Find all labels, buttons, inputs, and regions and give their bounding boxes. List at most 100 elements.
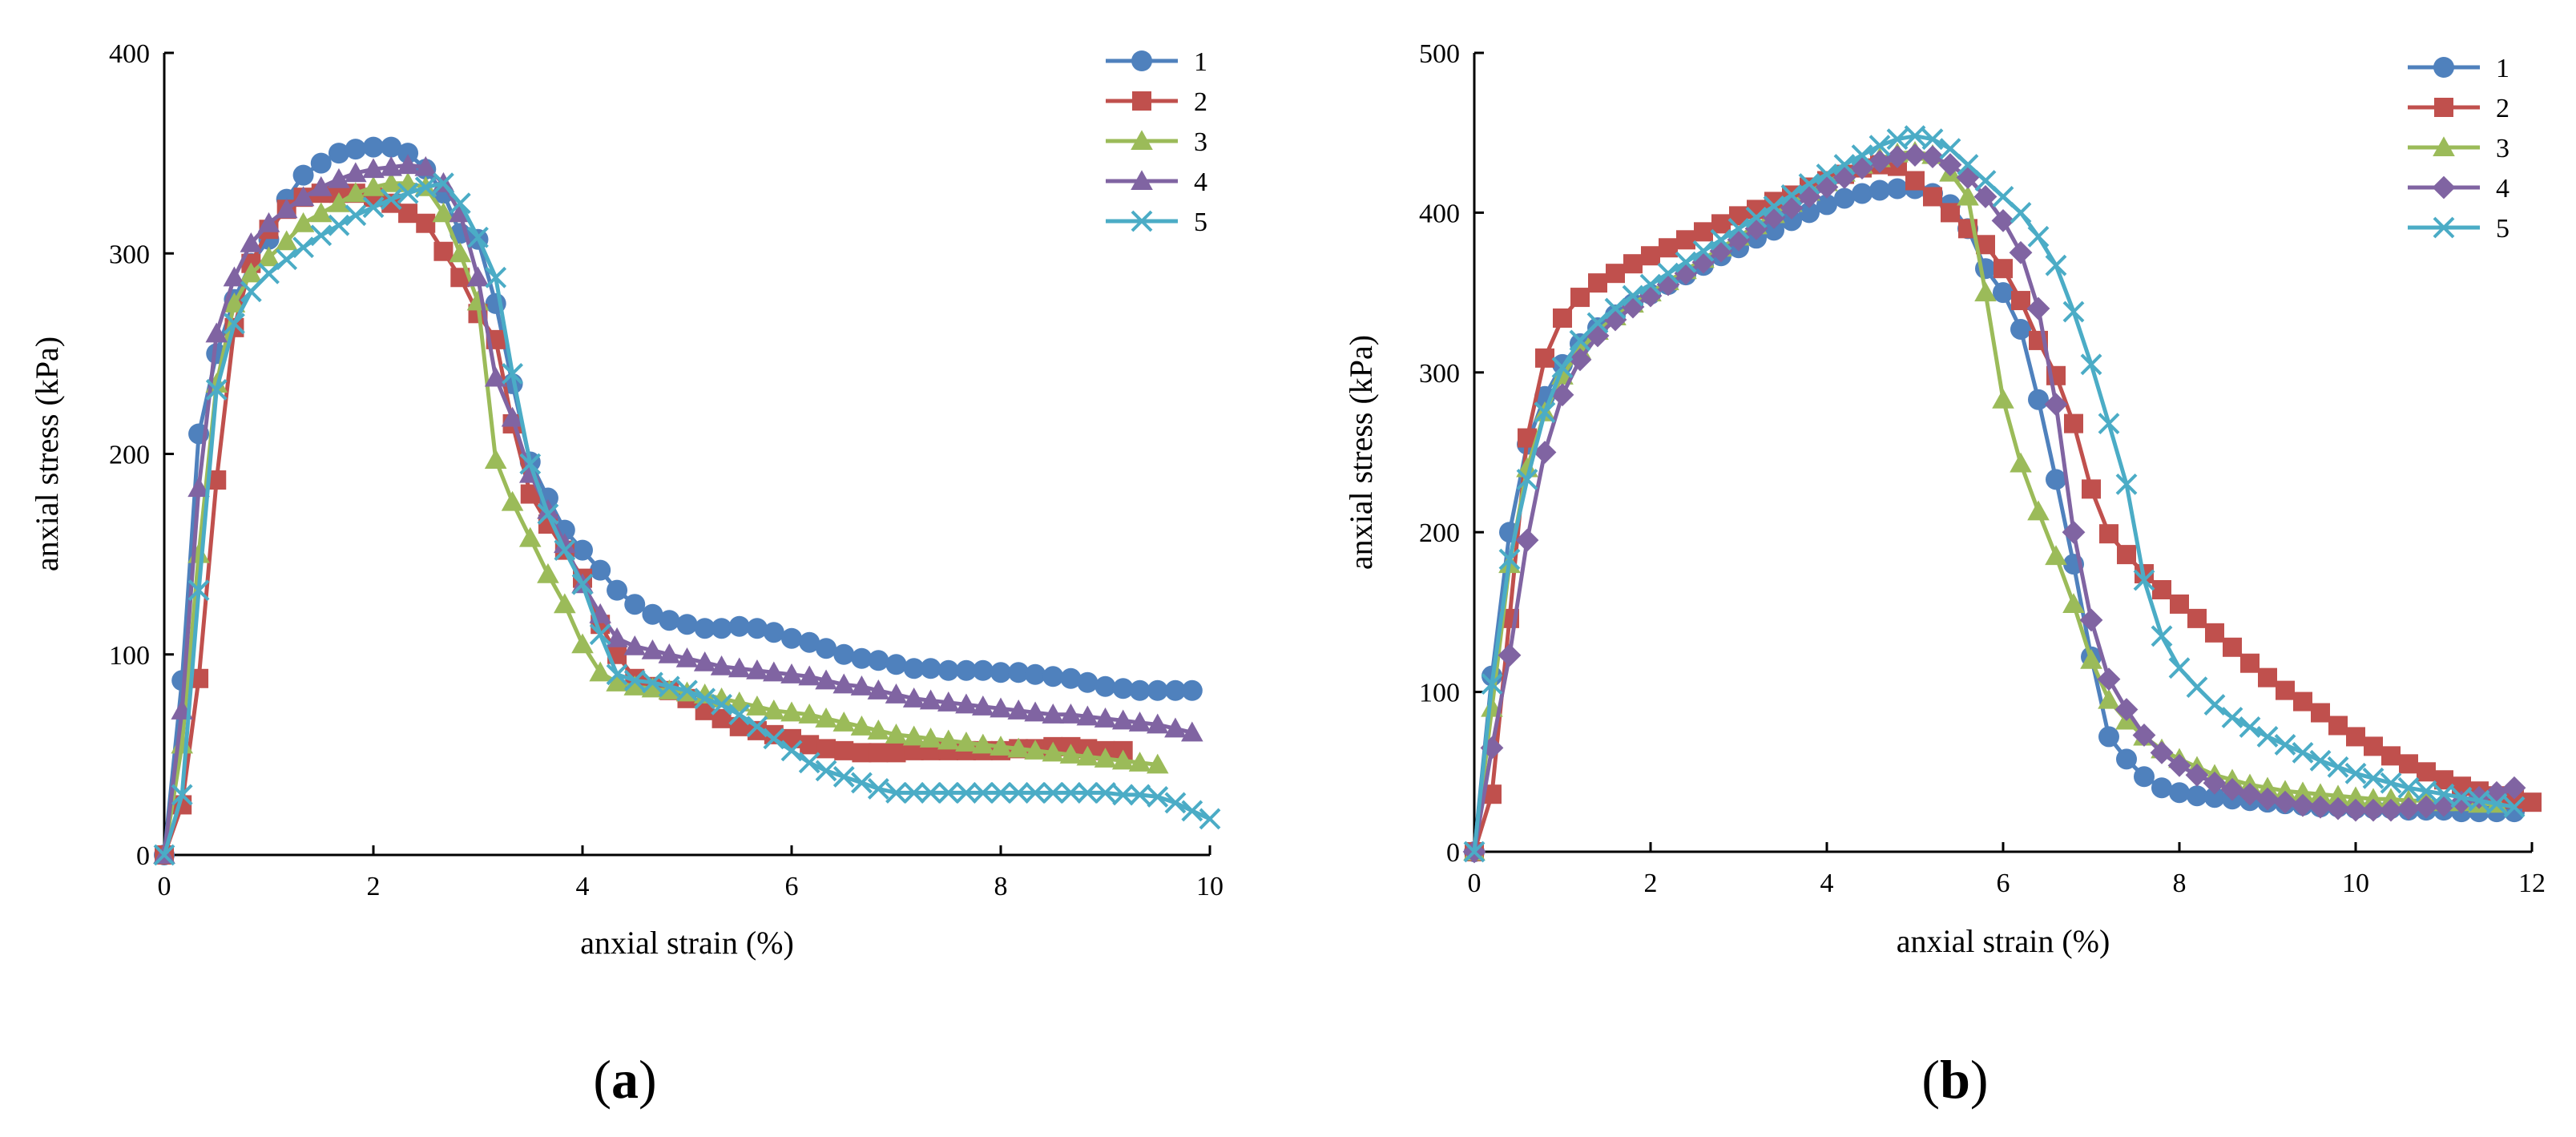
series-5-point (433, 172, 454, 195)
series-5-point (2415, 780, 2437, 802)
series-2-point (1606, 264, 1625, 284)
series-2-point (2082, 479, 2101, 499)
series-4-point (2273, 790, 2297, 814)
legend-label-5: 5 (1194, 208, 1207, 237)
series-2-point (1553, 308, 1572, 329)
series-4-point (710, 655, 733, 675)
series-4-point (2062, 520, 2086, 544)
series-5-point (1076, 782, 1099, 804)
series-5-point (2397, 776, 2420, 799)
x-axis-title: anxial strain (%) (1897, 923, 2110, 959)
x-axis-title: anxial strain (%) (580, 925, 794, 961)
series-4-point (658, 643, 681, 663)
series-5-point (1569, 329, 1591, 352)
series-5-point (1957, 154, 1979, 175)
series-5-point (2203, 694, 2226, 716)
series-1-point (292, 164, 314, 186)
series-1-point (2010, 318, 2031, 340)
series-5-point (1181, 800, 1203, 822)
series-5-point (920, 782, 941, 804)
series-5-point (2239, 716, 2261, 738)
series-4-point (362, 158, 385, 179)
series-1-point (659, 610, 680, 631)
legend-label-4: 4 (2496, 174, 2509, 204)
y-tick-label: 100 (109, 641, 150, 671)
series-3-point (2344, 786, 2367, 807)
series-5-point (2327, 756, 2349, 778)
series-1-point (363, 136, 384, 158)
series-3-point (606, 671, 628, 691)
series-1-point (1008, 662, 1030, 683)
y-tick-label: 300 (1419, 359, 1460, 389)
series-4-point (2203, 771, 2227, 795)
panel-label: (a) (593, 1049, 656, 1110)
series-3-point (554, 593, 576, 614)
series-1-point (694, 618, 716, 639)
series-4-point (2150, 740, 2174, 764)
series-4-point (693, 651, 716, 671)
series-4-point (972, 696, 994, 716)
series-5-point (2010, 201, 2032, 224)
series-2-point (2364, 736, 2383, 756)
series-2-point (2522, 792, 2542, 812)
series-4-point (2167, 753, 2191, 777)
series-4-point (1868, 150, 1892, 173)
series-1-point (310, 152, 332, 174)
series-5-point (1727, 217, 1750, 240)
series-1-point (763, 622, 784, 643)
series-1-point (345, 139, 366, 160)
series-1-point (1112, 678, 1134, 700)
series-2-point (800, 735, 820, 755)
y-tick-label: 0 (1446, 838, 1460, 868)
series-5-point (2292, 741, 2314, 764)
series-2-point (852, 743, 872, 763)
series-3-point (937, 729, 960, 750)
series-1-point (607, 579, 628, 601)
legend-label-2: 2 (2496, 94, 2509, 123)
series-4-point (1568, 348, 1592, 372)
series-5-point (292, 236, 314, 259)
series-5-point (1974, 170, 1997, 192)
series-5-point (554, 539, 576, 562)
series-4-point (1076, 705, 1099, 726)
series-5-point (2468, 789, 2490, 812)
series-5-point (1042, 782, 1064, 804)
series-2-point (1993, 259, 2013, 279)
legend-label-3: 3 (2496, 134, 2509, 163)
series-1-point (676, 614, 698, 635)
series-4-point (466, 266, 490, 287)
series-5-point (2380, 772, 2402, 794)
legend-marker-3 (2433, 136, 2455, 157)
series-4-point (1498, 643, 1522, 667)
series-1-point (1993, 282, 2014, 304)
series-2-point (2293, 691, 2312, 712)
series-2-point (1905, 171, 1925, 191)
x-tick-label: 6 (785, 872, 799, 901)
y-tick-label: 200 (1419, 518, 1460, 548)
series-5-point (345, 204, 367, 227)
legend-marker-1 (2433, 57, 2454, 78)
series-1-point (1799, 202, 1820, 224)
series-4-point (885, 683, 908, 704)
series-3-point (746, 696, 768, 716)
y-tick-label: 100 (1419, 679, 1460, 708)
series-4-point (2097, 667, 2121, 691)
series-4-point (2344, 798, 2368, 822)
series-1-point (1060, 667, 1082, 689)
series-2-point (816, 739, 836, 759)
legend-marker-5 (1131, 210, 1153, 232)
series-1-point (799, 631, 820, 653)
series-1-point (2028, 389, 2049, 410)
series-4-point (832, 673, 856, 694)
series-4-point (1128, 712, 1151, 732)
series-4-point (2009, 240, 2033, 264)
series-5-point (380, 188, 402, 211)
series-5-point (1060, 782, 1082, 804)
series-4-point (2114, 698, 2139, 721)
series-5-point (1112, 784, 1135, 806)
series-5-point (1129, 784, 1151, 806)
series-2-point (2346, 727, 2365, 747)
series-2-point (2152, 579, 2171, 599)
series-2-point (1535, 348, 1554, 368)
series-3-point (2274, 780, 2296, 800)
